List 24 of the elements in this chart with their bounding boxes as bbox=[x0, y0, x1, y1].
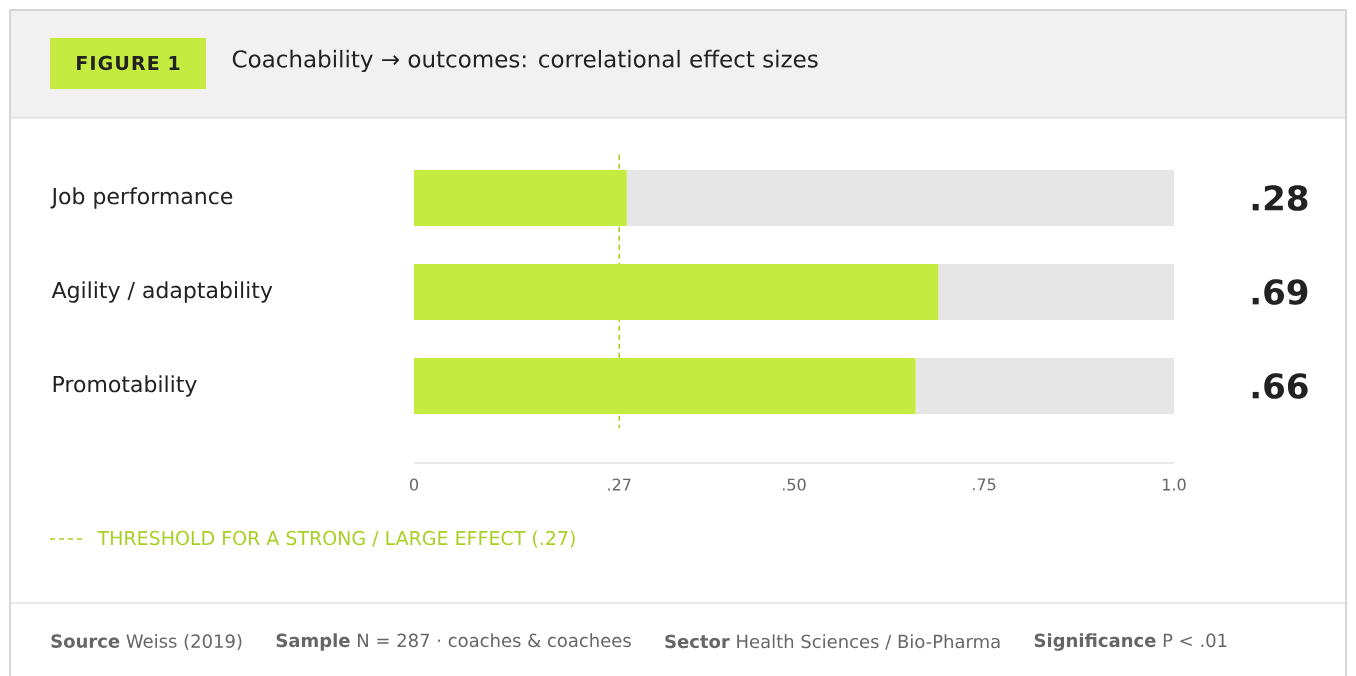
x-tick-label: 1.0 bbox=[1163, 478, 1186, 491]
x-tick-label: .27 bbox=[608, 478, 631, 491]
bar bbox=[414, 357, 916, 414]
chart-title: Coachability → outcomes: correlational effect sizes bbox=[232, 49, 818, 73]
x-tick-label: 0 bbox=[409, 478, 419, 491]
bar bbox=[626, 169, 1174, 226]
bar bbox=[915, 357, 1174, 414]
y-tick-label: Agility / adaptability bbox=[51, 281, 273, 303]
bar bbox=[938, 263, 1174, 320]
text: Significance P < .01 bbox=[1034, 633, 1227, 651]
text: Sample N = 287 · coaches & coachees bbox=[276, 633, 631, 651]
caption: FIGURE 1 bbox=[77, 55, 180, 71]
text: Sector Health Sciences / Bio-Pharma bbox=[665, 634, 1000, 650]
bar bbox=[414, 169, 627, 226]
x-tick-label: .50 bbox=[782, 478, 806, 491]
y-tick-label: Promotability bbox=[53, 375, 197, 397]
data-label: .28 bbox=[1252, 185, 1308, 211]
bar bbox=[414, 263, 939, 320]
text: Source Weiss (2019) bbox=[51, 633, 242, 650]
data-label: .69 bbox=[1252, 279, 1308, 305]
data-label: .66 bbox=[1252, 373, 1308, 399]
y-tick-label: Job performance bbox=[50, 187, 233, 209]
legend-label: THRESHOLD FOR A STRONG / LARGE EFFECT (.27) bbox=[97, 530, 575, 548]
x-tick-label: .75 bbox=[972, 478, 996, 491]
